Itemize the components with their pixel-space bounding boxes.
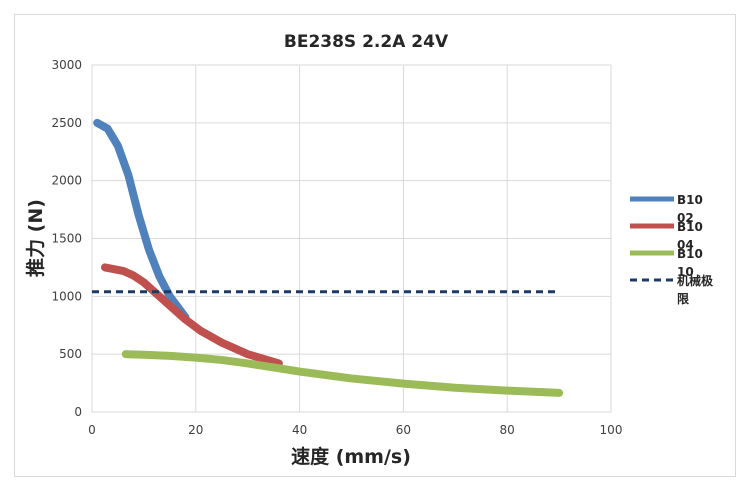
y-tick-label: 500 <box>59 347 82 361</box>
series-line-1 <box>100 263 283 368</box>
legend-label: B10 <box>677 193 703 207</box>
legend-label-cont: 10 <box>677 265 694 279</box>
y-tick-label: 0 <box>74 405 82 419</box>
y-tick-label: 1500 <box>51 232 82 246</box>
legend-label-cont: 02 <box>677 211 694 225</box>
y-axis-title: 推力 (N) <box>24 199 47 277</box>
x-tick-label: 100 <box>600 423 623 437</box>
x-tick-label: 80 <box>500 423 515 437</box>
legend-label-cont: 04 <box>677 238 694 252</box>
x-axis-title: 速度 (mm/s) <box>291 445 411 468</box>
legend-label: B10 <box>677 247 703 261</box>
legend-label: 机械极 <box>677 273 714 288</box>
x-tick-label: 40 <box>292 423 307 437</box>
y-tick-label: 1000 <box>51 289 82 303</box>
plot-area <box>91 64 612 413</box>
legend-label: B10 <box>677 220 703 234</box>
x-tick-label: 0 <box>88 423 96 437</box>
grid <box>91 64 612 413</box>
series-layer <box>92 118 564 397</box>
x-tick-label: 20 <box>188 423 203 437</box>
series-line-2 <box>121 350 564 397</box>
y-tick-label: 2500 <box>51 116 82 130</box>
y-tick-label: 2000 <box>51 174 82 188</box>
tick-labels: 0 500 1000 1500 2000 2500 3000 0 20 40 60 80 100 <box>51 58 622 437</box>
series-line-0 <box>93 118 190 322</box>
y-tick-label: 3000 <box>51 58 82 72</box>
chart-title: BE238S 2.2A 24V <box>284 32 449 52</box>
x-tick-label: 60 <box>396 423 411 437</box>
chart-frame <box>14 14 736 477</box>
legend-label-cont: 限 <box>677 291 689 306</box>
